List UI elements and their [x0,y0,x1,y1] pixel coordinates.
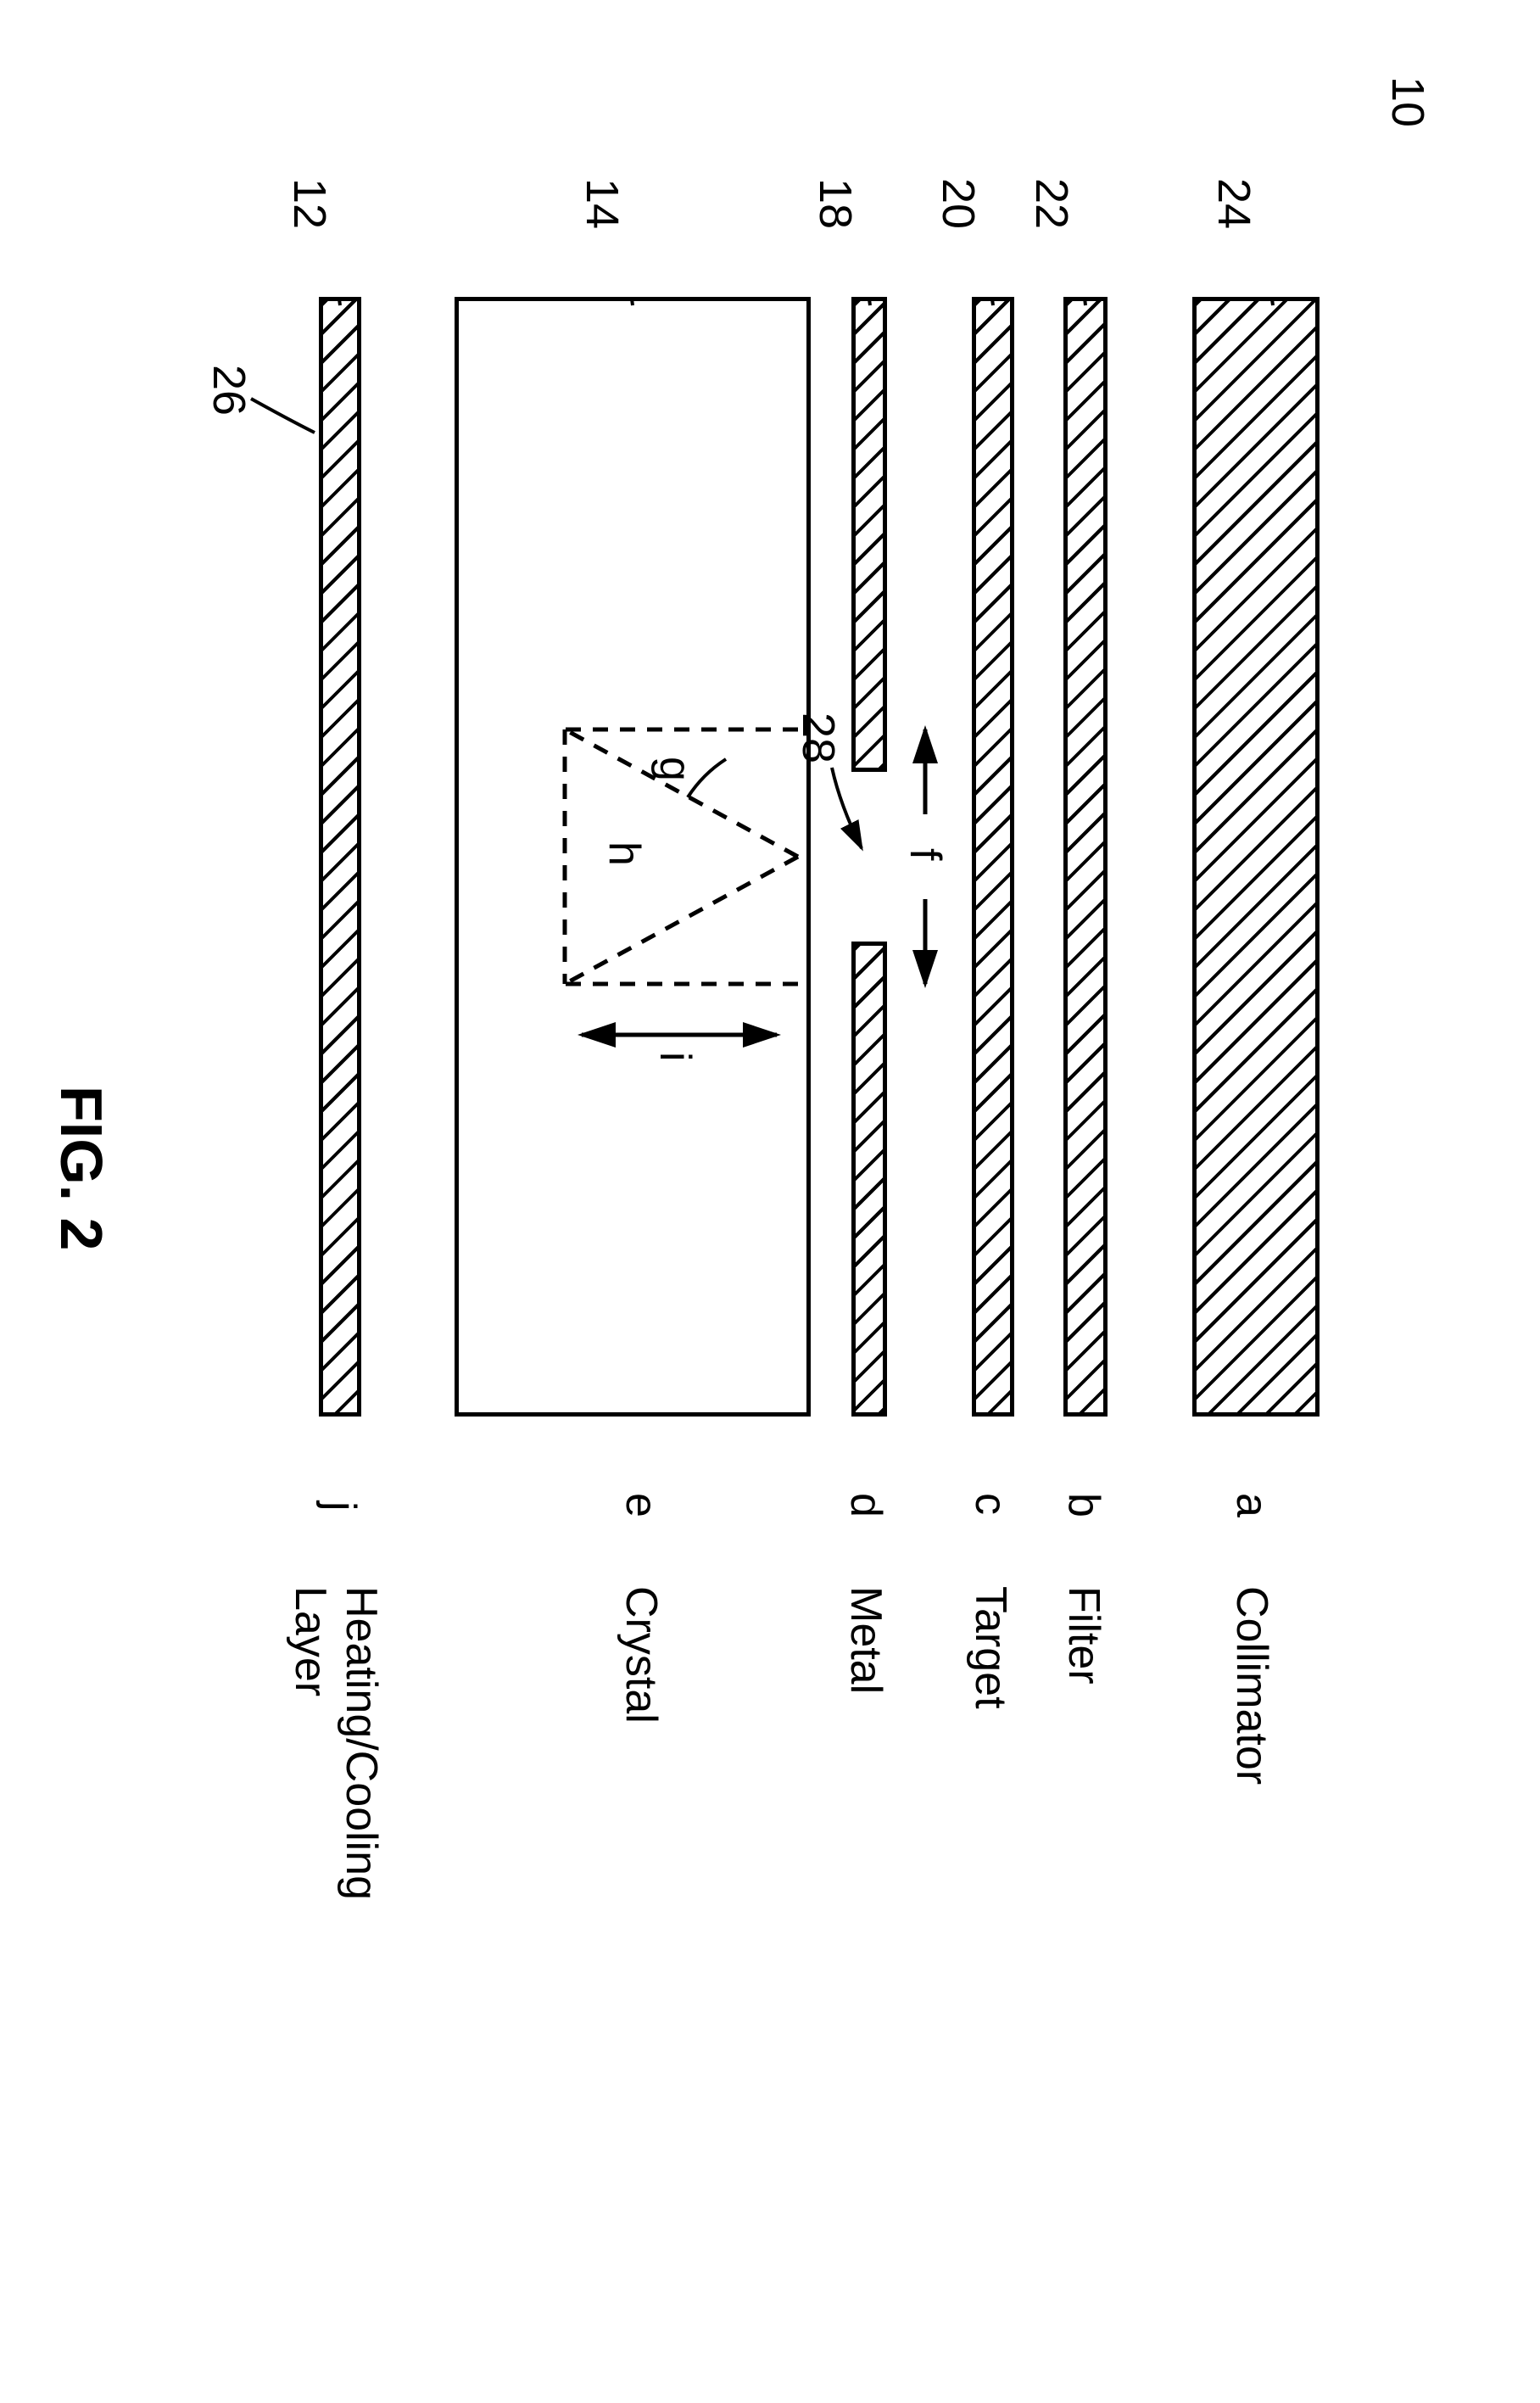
name-target: Target [965,1586,1016,1709]
metal-layer-left [851,297,887,772]
letter-h: h [599,841,650,866]
letter-j: j [315,1501,365,1512]
name-filter: Filter [1058,1586,1109,1685]
diagram-area: a b c d e j Collimator Filter Target Met… [132,297,1320,2078]
letter-f: f [900,848,951,860]
letter-a: a [1226,1493,1277,1517]
target-layer [972,297,1014,1417]
filter-layer [1063,297,1108,1417]
letter-i: i [650,1052,700,1062]
ref-12: 12 [283,178,336,229]
ref-22: 22 [1025,178,1078,229]
metal-layer-right [851,942,887,1417]
rotated-content: a b c d e j Collimator Filter Target Met… [0,0,1540,2403]
ref-10: 10 [1381,76,1434,127]
ref-20: 20 [932,178,985,229]
name-metal: Metal [840,1586,891,1694]
letter-b: b [1058,1493,1109,1517]
ref-24: 24 [1208,178,1260,229]
page: a b c d e j Collimator Filter Target Met… [0,0,1540,2403]
letter-c: c [965,1493,1016,1515]
name-crystal: Crystal [616,1586,667,1724]
name-collimator: Collimator [1226,1586,1277,1785]
heating-cooling-layer [319,297,361,1417]
ref-26: 26 [203,365,255,416]
letter-e: e [616,1493,667,1517]
figure-caption: FIG. 2 [47,1086,115,1250]
ref-14: 14 [576,178,628,229]
letter-d: d [840,1493,891,1517]
ref-18: 18 [809,178,862,229]
letter-g: g [650,757,700,781]
name-heating: Heating/Cooling Layer [285,1586,387,1900]
collimator-layer [1192,297,1320,1417]
ref-28: 28 [792,713,845,763]
